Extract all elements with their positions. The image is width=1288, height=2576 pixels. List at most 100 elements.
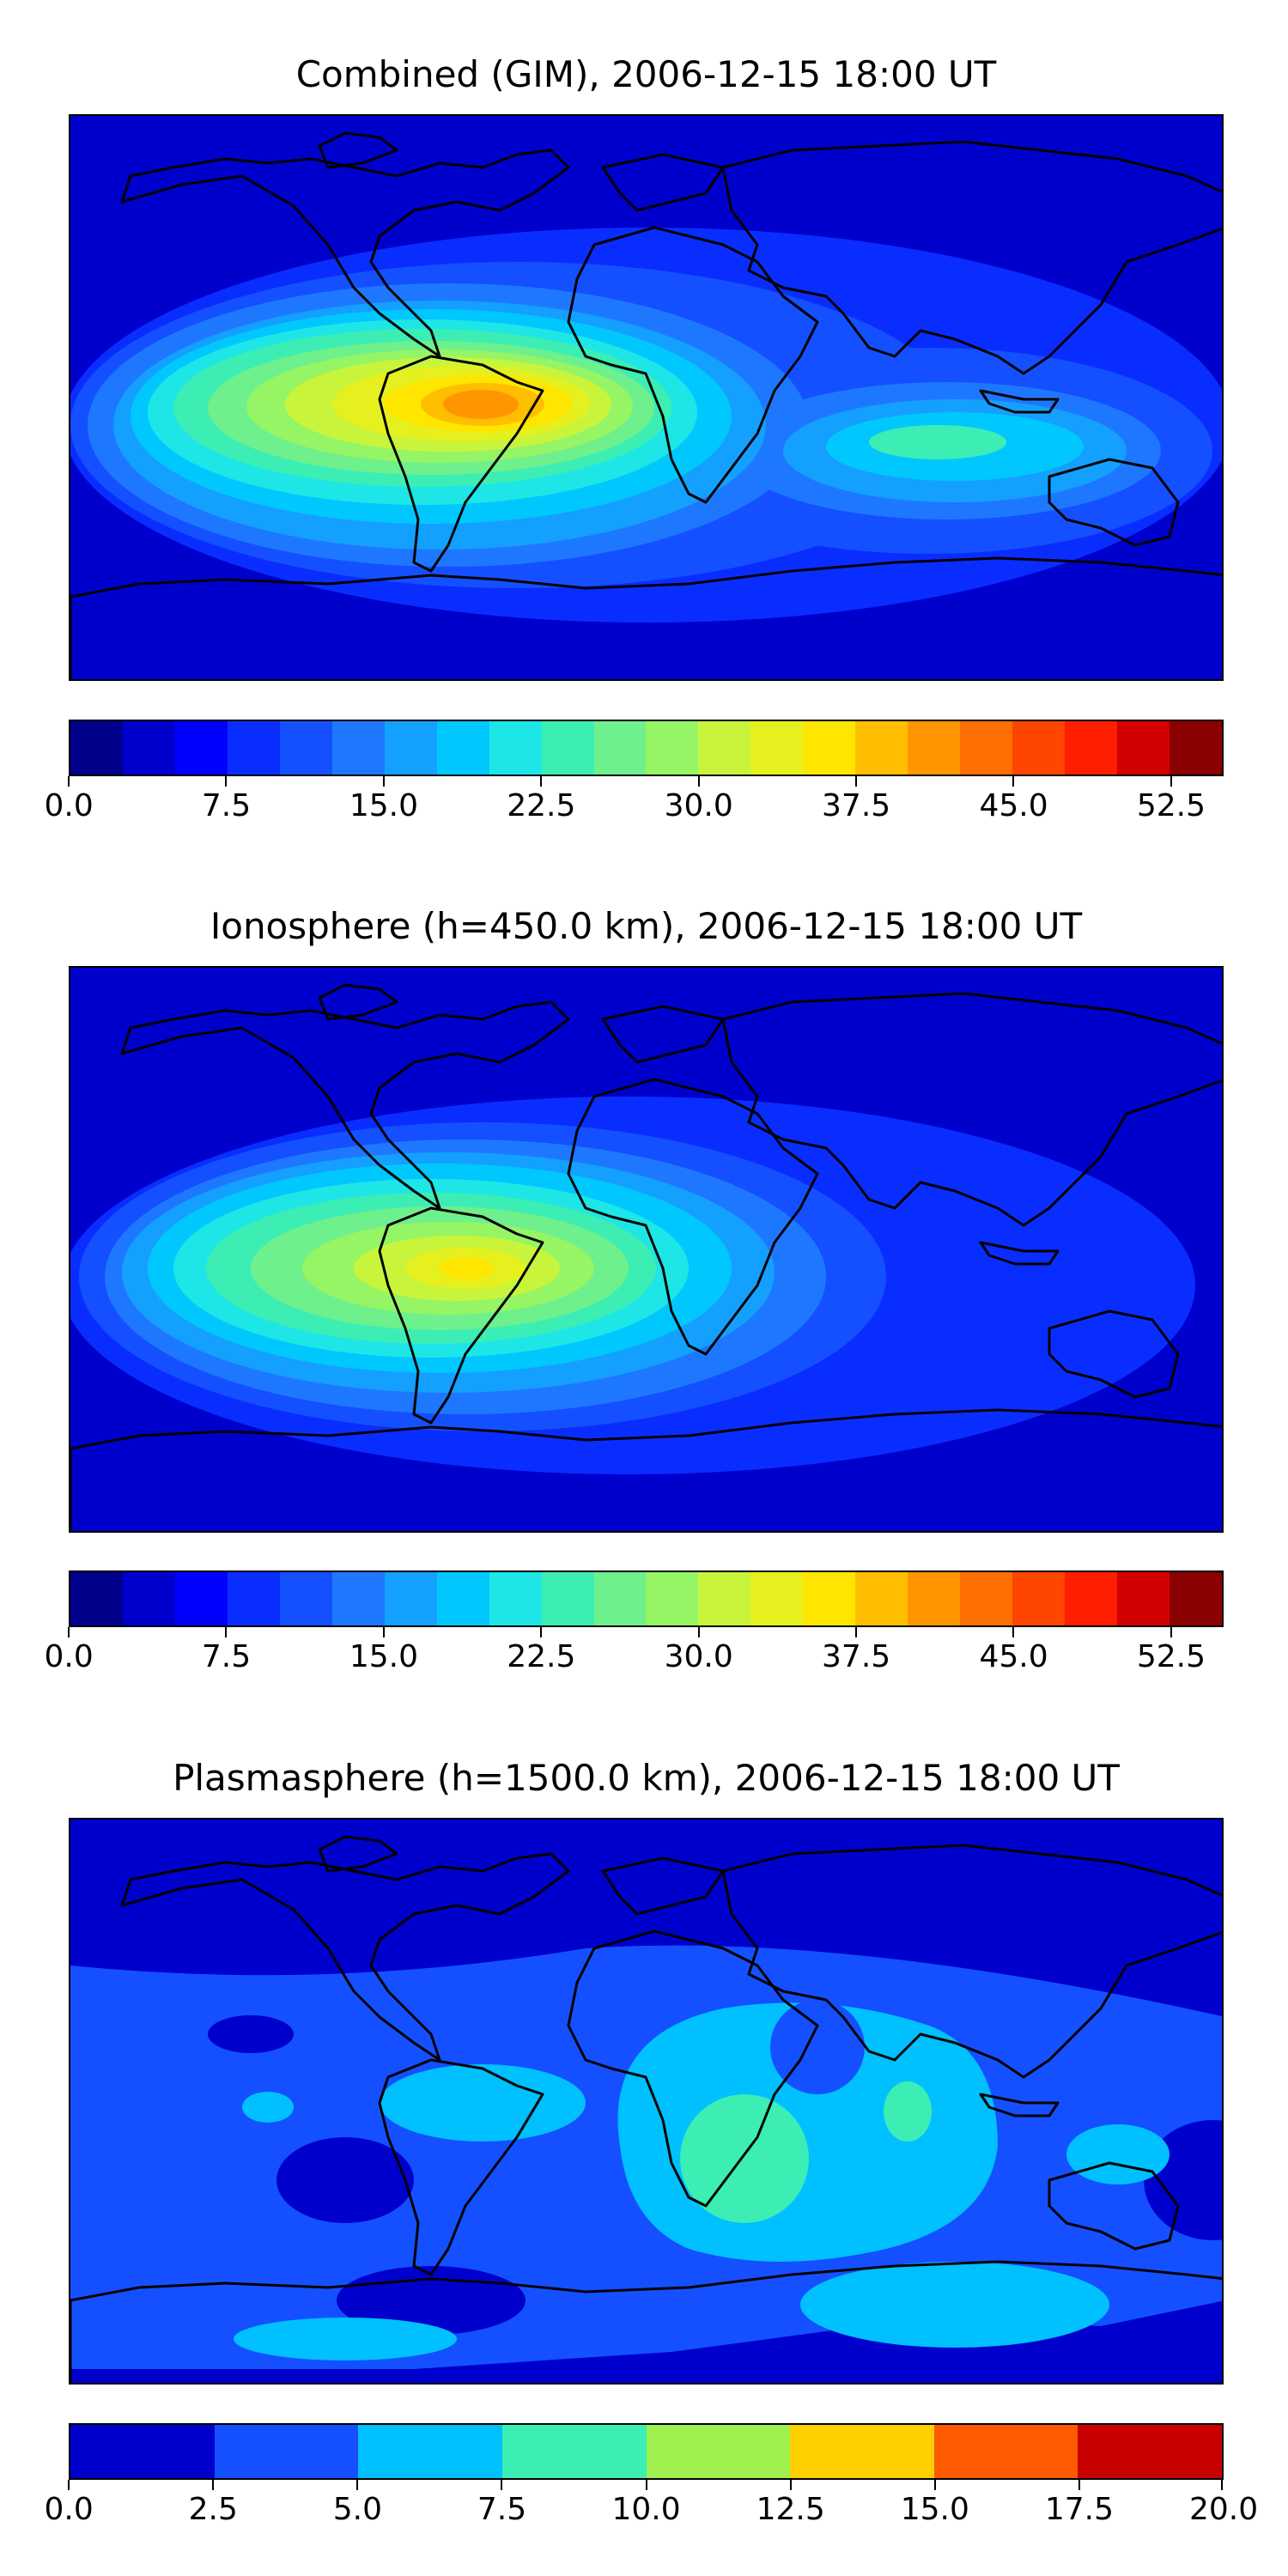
colorbar-combined bbox=[69, 720, 1224, 776]
colorbar-segment bbox=[279, 1572, 332, 1625]
colorbar-segment bbox=[279, 721, 332, 775]
colorbar-segment bbox=[698, 1572, 751, 1625]
colorbar-tick-label: 7.5 bbox=[201, 1639, 252, 1674]
colorbar-tick bbox=[933, 2480, 936, 2490]
colorbar-tick-label: 45.0 bbox=[979, 1639, 1048, 1674]
colorbar-tick bbox=[645, 2480, 647, 2490]
colorbar-tick-label: 52.5 bbox=[1136, 1639, 1206, 1674]
colorbar-tick bbox=[540, 1627, 543, 1637]
panel-title-plasmasphere: Plasmasphere (h=1500.0 km), 2006-12-15 1… bbox=[173, 1757, 1120, 1799]
colorbar-tick-label: 30.0 bbox=[664, 1639, 733, 1674]
colorbar-tick bbox=[1170, 776, 1172, 787]
colorbar-segment bbox=[698, 721, 751, 775]
colorbar-segment bbox=[855, 1572, 908, 1625]
colorbar-tick-label: 22.5 bbox=[507, 1639, 576, 1674]
colorbar-segment bbox=[960, 1572, 1013, 1625]
colorbar-segment bbox=[384, 721, 437, 775]
colorbar-tick-label: 7.5 bbox=[201, 788, 252, 823]
colorbar-tick bbox=[68, 776, 70, 787]
colorbar-segment bbox=[70, 721, 123, 775]
colorbar-tick-label: 2.5 bbox=[188, 2492, 238, 2527]
colorbar-tick-label: 30.0 bbox=[664, 788, 733, 823]
colorbar-segment bbox=[331, 721, 385, 775]
colorbar-segment bbox=[803, 721, 856, 775]
colorbar-tick bbox=[789, 2480, 792, 2490]
colorbar-tick-label: 15.0 bbox=[900, 2492, 969, 2527]
colorbar-tick-label: 15.0 bbox=[349, 788, 418, 823]
colorbar-segment bbox=[436, 721, 489, 775]
colorbar-tick bbox=[1012, 1627, 1015, 1637]
colorbar-segment bbox=[960, 721, 1013, 775]
colorbar-segment bbox=[1078, 2425, 1222, 2478]
colorbar-segment bbox=[790, 2425, 934, 2478]
colorbar-segment bbox=[908, 721, 961, 775]
colorbar-tick-label: 20.0 bbox=[1189, 2492, 1259, 2527]
map-plasmasphere bbox=[69, 1818, 1224, 2385]
colorbar-segment bbox=[908, 1572, 961, 1625]
colorbar-segment bbox=[436, 1572, 489, 1625]
colorbar-segment bbox=[1012, 1572, 1066, 1625]
colorbar-segment bbox=[593, 1572, 647, 1625]
colorbar-segment bbox=[1012, 721, 1066, 775]
colorbar-tick-label: 37.5 bbox=[822, 1639, 891, 1674]
colorbar-plasmasphere bbox=[69, 2423, 1224, 2480]
colorbar-segment bbox=[174, 721, 228, 775]
colorbar-segment bbox=[1065, 1572, 1118, 1625]
colorbar-tick bbox=[225, 1627, 228, 1637]
colorbar-ionosphere bbox=[69, 1571, 1224, 1627]
colorbar-segment bbox=[1170, 1572, 1222, 1625]
colorbar-segment bbox=[803, 1572, 856, 1625]
colorbar-segment bbox=[384, 1572, 437, 1625]
colorbar-segment bbox=[227, 721, 280, 775]
colorbar-segment bbox=[489, 1572, 542, 1625]
panel-title-ionosphere: Ionosphere (h=450.0 km), 2006-12-15 18:0… bbox=[210, 905, 1083, 947]
colorbar-tick bbox=[501, 2480, 503, 2490]
panel-title-combined: Combined (GIM), 2006-12-15 18:00 UT bbox=[295, 53, 997, 95]
colorbar-tick-label: 15.0 bbox=[349, 1639, 418, 1674]
colorbar-segment bbox=[331, 1572, 385, 1625]
colorbar-tick-label: 0.0 bbox=[44, 788, 94, 823]
colorbar-segment bbox=[122, 721, 175, 775]
colorbar-segment bbox=[174, 1572, 228, 1625]
colorbar-segment bbox=[646, 721, 699, 775]
colorbar-tick bbox=[382, 776, 385, 787]
colorbar-segment bbox=[1117, 1572, 1170, 1625]
colorbar-segment bbox=[122, 1572, 175, 1625]
colorbar-segment bbox=[214, 2425, 359, 2478]
colorbar-tick-label: 37.5 bbox=[822, 788, 891, 823]
colorbar-tick-label: 52.5 bbox=[1136, 788, 1206, 823]
colorbar-tick bbox=[855, 1627, 858, 1637]
colorbar-tick-label: 5.0 bbox=[332, 2492, 383, 2527]
colorbar-tick-label: 45.0 bbox=[979, 788, 1048, 823]
colorbar-segment bbox=[646, 1572, 699, 1625]
colorbar-segment bbox=[593, 721, 647, 775]
colorbar-segment bbox=[1117, 721, 1170, 775]
colorbar-segment bbox=[933, 2425, 1078, 2478]
colorbar-tick bbox=[68, 1627, 70, 1637]
colorbar-tick bbox=[1221, 2480, 1223, 2490]
colorbar-tick bbox=[855, 776, 858, 787]
colorbar-segment bbox=[70, 1572, 123, 1625]
colorbar-tick bbox=[212, 2480, 215, 2490]
colorbar-tick-label: 0.0 bbox=[44, 1639, 94, 1674]
colorbar-segment bbox=[750, 1572, 804, 1625]
colorbar-segment bbox=[227, 1572, 280, 1625]
map-combined bbox=[69, 114, 1224, 681]
colorbar-segment bbox=[501, 2425, 647, 2478]
colorbar-tick bbox=[540, 776, 543, 787]
colorbar-segment bbox=[1065, 721, 1118, 775]
colorbar-segment bbox=[541, 1572, 594, 1625]
colorbar-tick-label: 10.0 bbox=[611, 2492, 681, 2527]
colorbar-tick-label: 0.0 bbox=[44, 2492, 94, 2527]
colorbar-segment bbox=[855, 721, 908, 775]
colorbar-tick bbox=[356, 2480, 359, 2490]
colorbar-tick bbox=[1170, 1627, 1172, 1637]
colorbar-tick bbox=[68, 2480, 70, 2490]
map-ionosphere bbox=[69, 966, 1224, 1533]
colorbar-segment bbox=[541, 721, 594, 775]
colorbar-segment bbox=[358, 2425, 502, 2478]
colorbar-segment bbox=[750, 721, 804, 775]
colorbar-segment bbox=[489, 721, 542, 775]
colorbar-segment bbox=[70, 2425, 215, 2478]
colorbar-tick bbox=[1078, 2480, 1080, 2490]
